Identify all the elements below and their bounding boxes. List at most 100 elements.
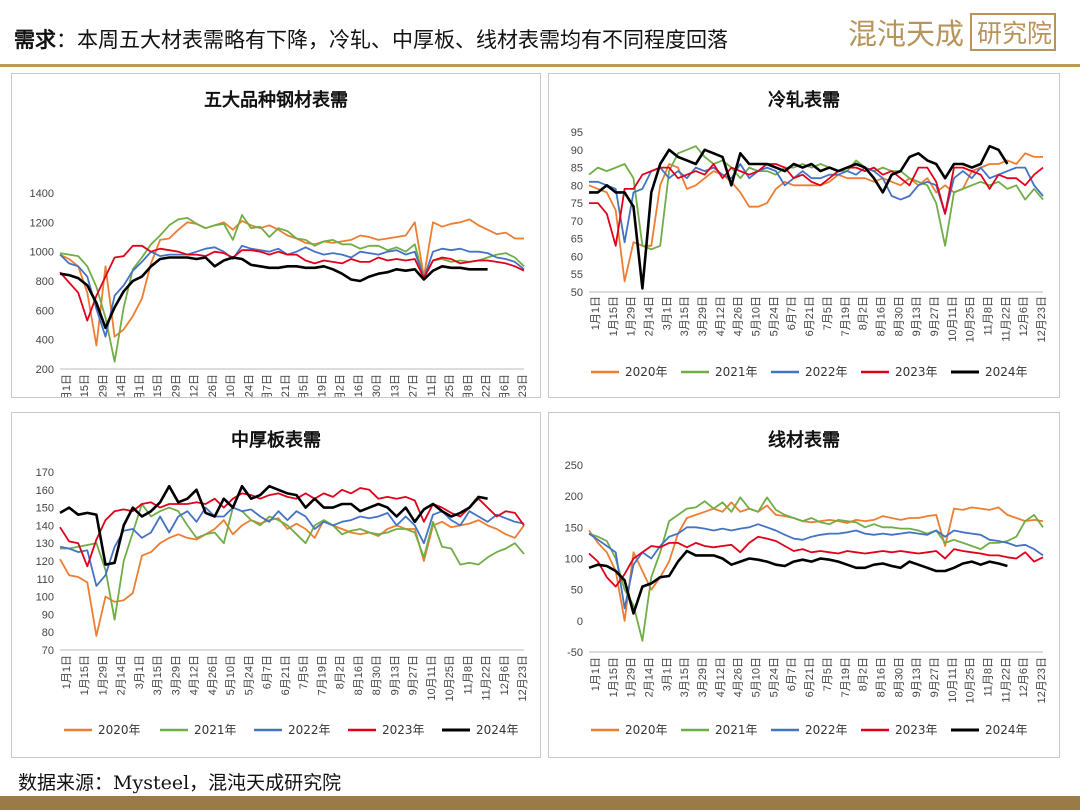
x-tick-label: 1月1日: [61, 374, 73, 397]
y-tick-label: 75: [571, 198, 583, 210]
x-tick-label: 4月12日: [189, 655, 201, 695]
legend-label: 2022年: [805, 365, 848, 379]
chart-cold-rolled-demand: 冷轧表需 50 55 60 65 70 75 80 85 90 95 1月1日 1月15日 1月29日 2月…: [571, 89, 1048, 379]
x-tick-label: 6月7日: [262, 374, 274, 397]
x-tick-label: 4月26日: [733, 657, 745, 697]
x-tick-label: 10月25日: [444, 655, 456, 701]
x-tick-label: 8月16日: [353, 374, 365, 397]
x-tick-label: 10月11日: [426, 655, 438, 701]
x-tick-label: 6月21日: [804, 296, 816, 336]
series-line-2024年: [588, 549, 1008, 615]
chart-panel-cold-rolled: 冷轧表需 50 55 60 65 70 75 80 85 90 95 1月1日 1月15日 1月29日 2月…: [548, 73, 1060, 398]
y-tick-label: 800: [36, 276, 54, 288]
x-tick-label: 6月21日: [280, 655, 292, 695]
y-tick-label: 100: [36, 592, 54, 604]
x-tick-label: 4月26日: [207, 655, 219, 695]
series-line-2022年: [59, 244, 525, 338]
x-tick-label: 2月14日: [116, 655, 128, 695]
x-tick-label: 1月29日: [626, 296, 638, 336]
x-tick-label: 6月21日: [804, 657, 816, 697]
y-tick-label: 200: [36, 364, 54, 376]
x-tick-label: 8月2日: [858, 657, 870, 691]
series-line-2023年: [59, 244, 525, 322]
y-tick-label: 1000: [30, 247, 54, 259]
chart-five-steel-demand: 五大品种钢材表需 200 400 600 800 1000 1200 1400 1月1日 1月15…: [30, 89, 529, 397]
y-tick-label: 90: [42, 609, 54, 621]
x-tick-label: 3月1日: [661, 657, 673, 691]
legend-label: 2021年: [194, 723, 237, 737]
series-line-2021年: [60, 503, 525, 621]
y-tick-label: 150: [36, 503, 54, 515]
x-tick-label: 5月24日: [768, 296, 780, 336]
y-tick-label: 80: [42, 627, 54, 639]
x-tick-label: 5月24日: [243, 655, 255, 695]
series-line-2022年: [588, 523, 1044, 610]
y-tick-label: 140: [36, 520, 54, 532]
x-tick-label: 3月1日: [661, 296, 673, 330]
x-tick-label: 7月19日: [840, 657, 852, 697]
legend-label: 2024年: [985, 723, 1028, 737]
y-tick-label: 65: [571, 234, 583, 246]
x-tick-label: 8月2日: [858, 296, 870, 330]
x-tick-label: 11月22日: [481, 655, 493, 701]
x-tick-label: 8月2日: [335, 374, 347, 397]
y-tick-label: 55: [571, 269, 583, 281]
x-tick-label: 3月15日: [679, 657, 691, 697]
x-tick-label: 12月23日: [1036, 296, 1048, 342]
chart-panel-five-steel: 五大品种钢材表需 200 400 600 800 1000 1200 1400 1月1日 1月15…: [11, 73, 541, 398]
x-tick-label: 8月16日: [353, 655, 365, 695]
x-tick-label: 8月30日: [893, 657, 905, 697]
legend-label: 2023年: [895, 723, 938, 737]
x-tick-label: 3月15日: [152, 374, 164, 397]
y-tick-label: 50: [571, 287, 583, 299]
y-tick-label: 150: [565, 522, 583, 534]
x-tick-label: 5月10日: [751, 657, 763, 697]
x-tick-label: 3月29日: [170, 374, 182, 397]
series-line-2024年: [59, 484, 488, 566]
y-tick-label: 1200: [30, 217, 54, 229]
y-tick-label: -50: [567, 647, 583, 659]
series-line-2023年: [588, 535, 1044, 588]
y-tick-label: 60: [571, 251, 583, 263]
x-tick-label: 5月24日: [243, 374, 255, 397]
y-tick-label: 90: [571, 145, 583, 157]
y-tick-label: 0: [577, 616, 583, 628]
x-tick-label: 9月27日: [929, 657, 941, 697]
series-line-2023年: [59, 487, 525, 568]
x-tick-label: 1月1日: [61, 655, 73, 689]
y-tick-label: 80: [571, 180, 583, 192]
x-tick-label: 12月23日: [517, 655, 529, 701]
x-tick-label: 7月5日: [298, 655, 310, 689]
x-tick-label: 11月22日: [1000, 296, 1012, 342]
x-tick-label: 11月8日: [982, 657, 994, 697]
x-tick-label: 12月6日: [1018, 657, 1030, 697]
svg-text:混沌天成: 混沌天成: [848, 17, 964, 51]
series-line-2024年: [59, 256, 488, 330]
y-tick-label: 170: [36, 467, 54, 479]
x-tick-label: 11月22日: [1000, 657, 1012, 703]
y-tick-label: 1400: [30, 188, 54, 200]
x-tick-label: 1月15日: [79, 655, 91, 695]
series-line-2023年: [589, 163, 1044, 247]
x-tick-label: 5月10日: [751, 296, 763, 336]
x-tick-label: 7月19日: [316, 655, 328, 695]
x-tick-label: 4月12日: [715, 657, 727, 697]
x-tick-label: 10月11日: [426, 374, 438, 397]
legend-label: 2020年: [625, 723, 668, 737]
y-tick-label: 110: [36, 574, 54, 586]
x-tick-label: 10月11日: [947, 657, 959, 703]
y-tick-label: 200: [565, 491, 583, 503]
x-tick-label: 7月5日: [298, 374, 310, 397]
page-title-bold: 需求: [14, 27, 56, 52]
page-title-rest: ：本周五大材表需略有下降，冷轧、中厚板、线材表需均有不同程度回落: [56, 28, 728, 52]
series-line-2021年: [588, 496, 1044, 642]
series-line-2022年: [59, 506, 525, 587]
x-tick-label: 8月16日: [875, 657, 887, 697]
series-line-2020年: [588, 501, 1044, 622]
x-tick-label: 1月1日: [590, 657, 602, 691]
x-tick-label: 4月26日: [207, 374, 219, 397]
legend-label: 2024年: [985, 365, 1028, 379]
chart-title: 冷轧表需: [768, 89, 840, 111]
legend-label: 2022年: [288, 723, 331, 737]
x-tick-label: 12月6日: [499, 374, 511, 397]
